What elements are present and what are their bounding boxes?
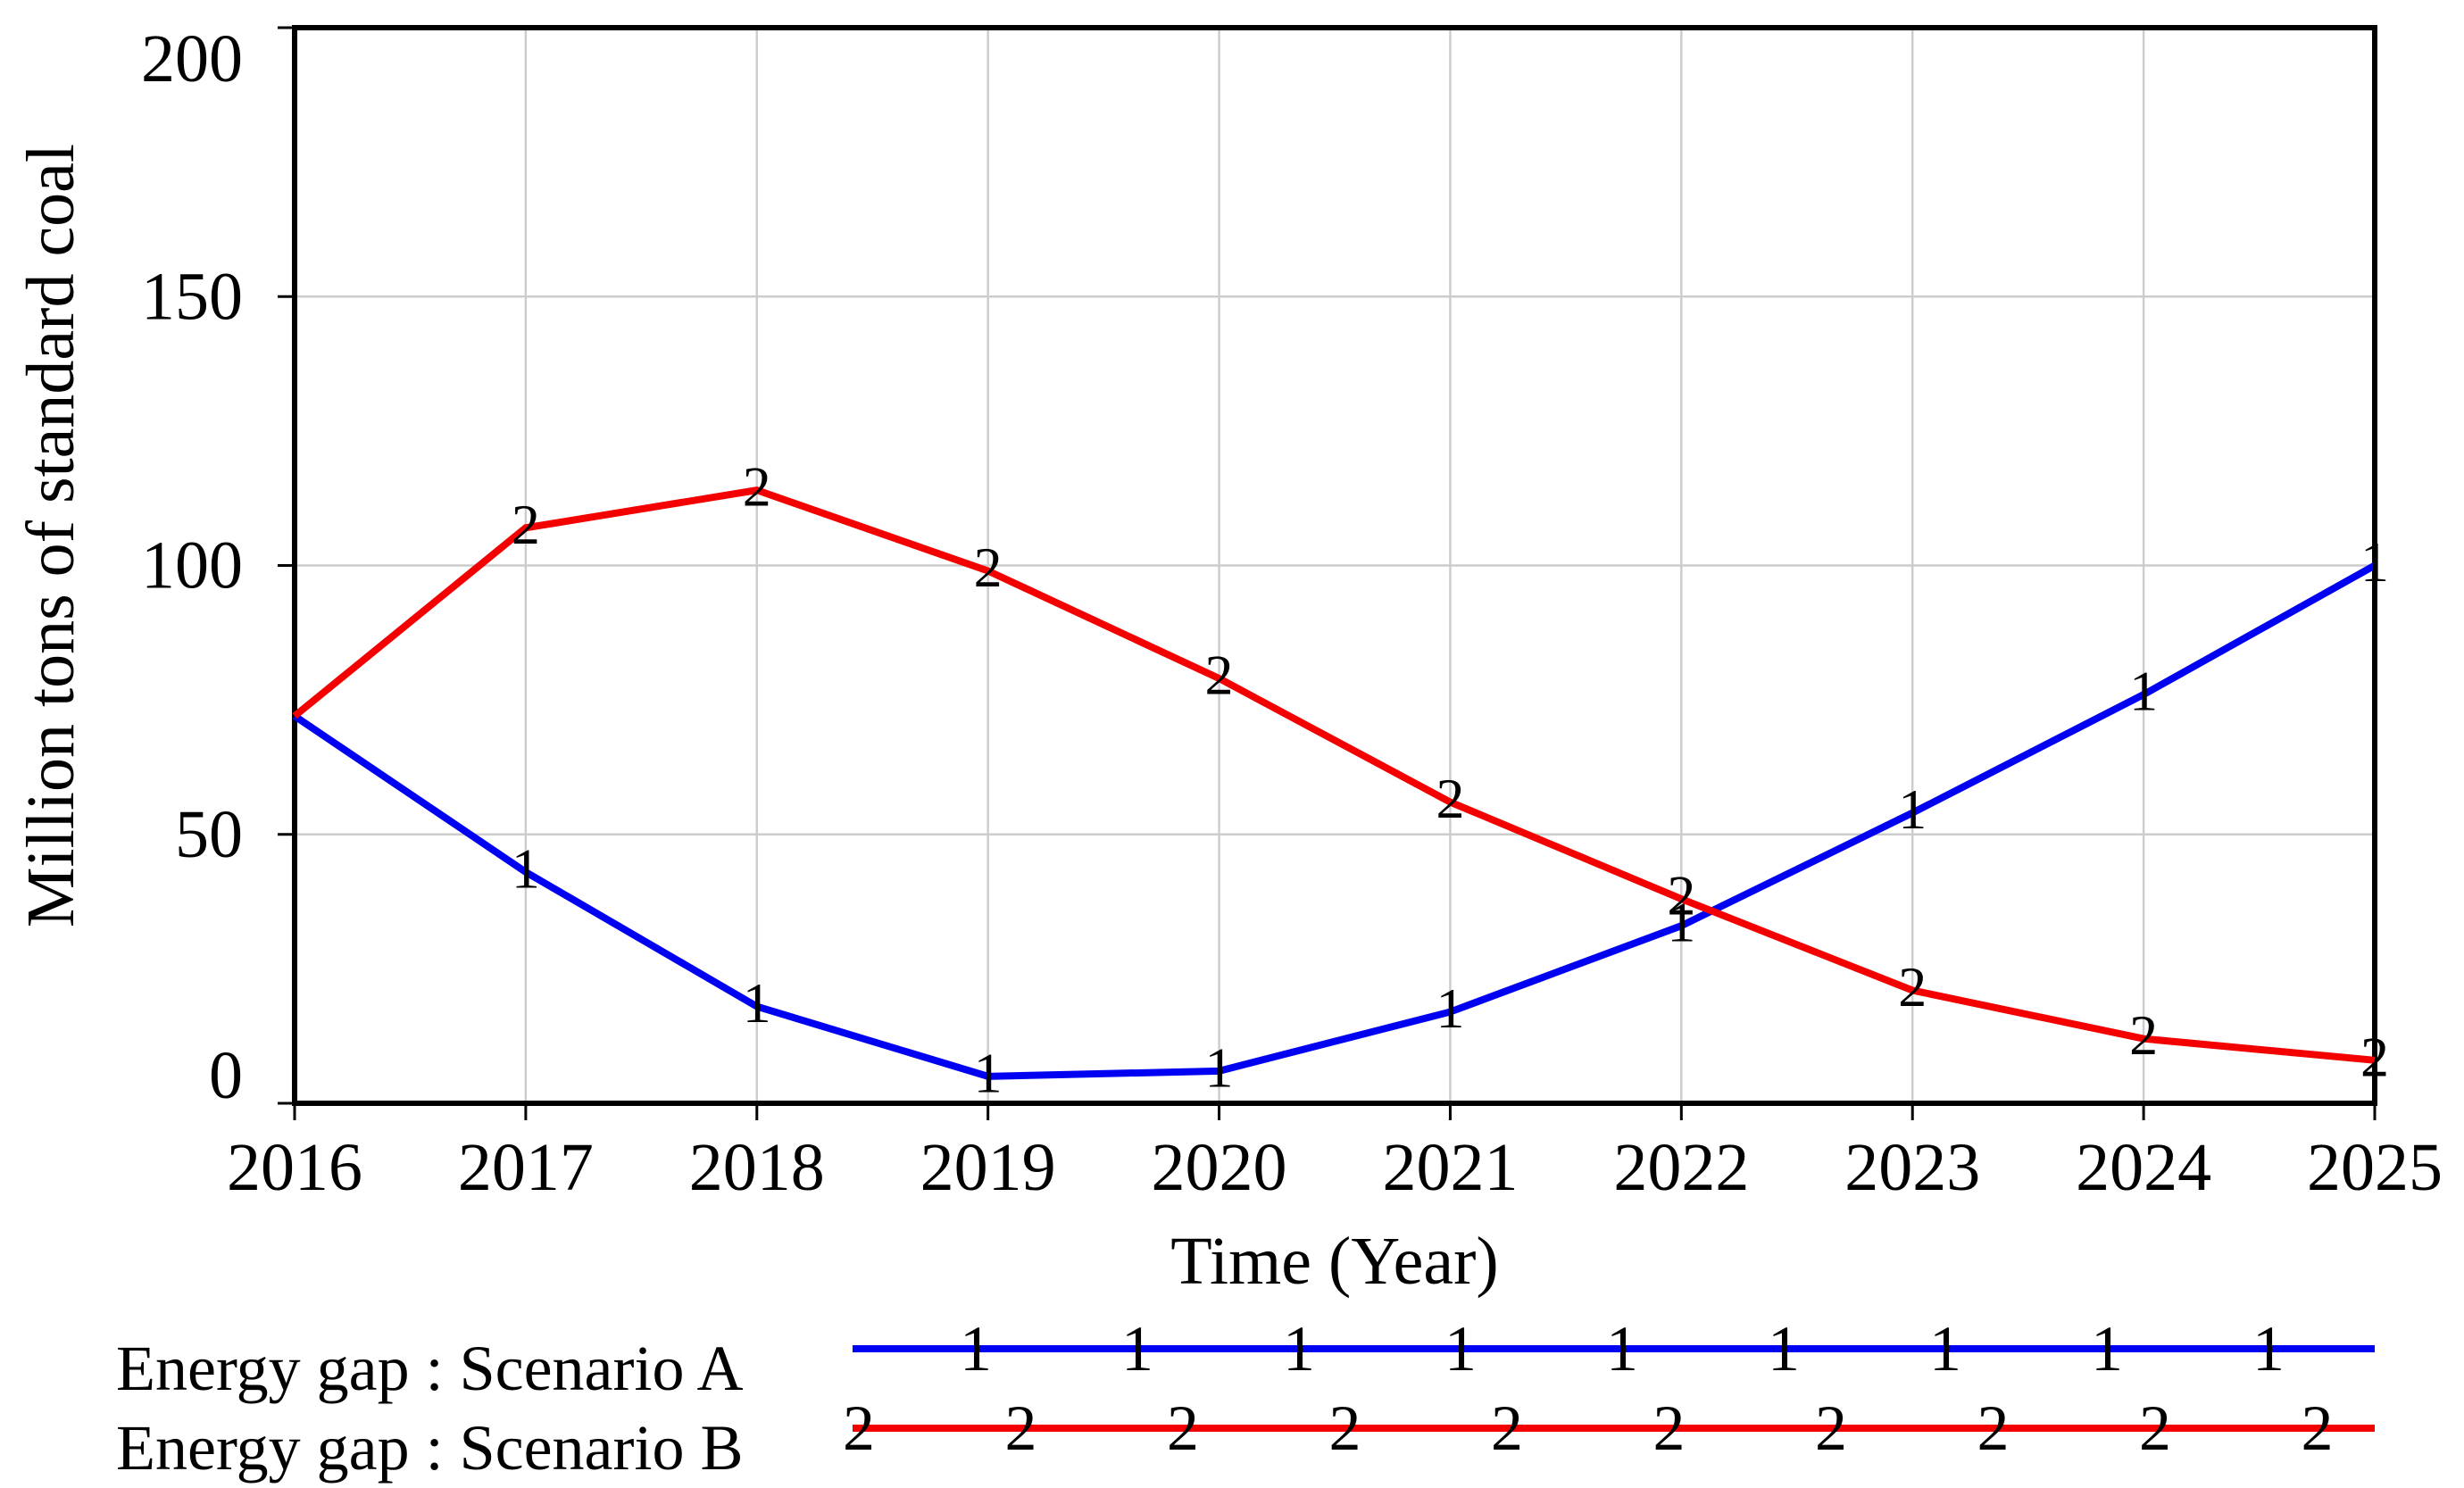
data-point-marker-2: 2 <box>2360 1025 2389 1088</box>
gridlines <box>295 28 2375 1103</box>
x-tick-label: 2020 <box>1152 1130 1287 1205</box>
x-tick-label: 2017 <box>458 1130 594 1205</box>
x-tick-label: 2019 <box>920 1130 1056 1205</box>
legend-key-lines: 1 1 1 1 1 1 1 1 12 2 2 2 2 2 2 2 2 2 <box>843 1313 2375 1464</box>
legend-marker-2: 2 <box>1329 1392 1361 1464</box>
legend-marker-2: 2 <box>2302 1392 2334 1464</box>
legend-label-scenario-a: Energy gap : Scenario A <box>116 1333 744 1404</box>
data-point-marker-2: 2 <box>512 493 540 556</box>
series-line-b <box>292 486 2376 1064</box>
x-tick-label: 2018 <box>689 1130 825 1205</box>
legend-marker-2: 2 <box>1977 1392 2010 1464</box>
x-tick-label: 2024 <box>2076 1130 2211 1205</box>
data-point-marker-2: 2 <box>1436 767 1464 830</box>
legend-marker-2: 2 <box>843 1392 875 1464</box>
data-point-marker-2: 2 <box>974 536 1003 599</box>
legend-marker-2: 2 <box>1815 1392 1847 1464</box>
y-tick-label: 200 <box>141 21 243 96</box>
legend-marker-2: 2 <box>1491 1392 1523 1464</box>
legend-marker-2: 2 <box>1167 1392 1199 1464</box>
y-tick-label: 0 <box>209 1038 243 1113</box>
data-point-marker-1: 1 <box>2360 530 2389 594</box>
y-axis-title: Million tons of standard coal <box>13 144 88 927</box>
legend: Energy gap : Scenario A Energy gap : Sce… <box>116 1313 2375 1484</box>
data-point-marker-1: 1 <box>512 836 540 900</box>
legend-marker-1: 1 <box>2091 1313 2123 1384</box>
legend-marker-2: 2 <box>1005 1392 1037 1464</box>
legend-marker-1: 1 <box>1768 1313 1800 1384</box>
data-point-marker-2: 2 <box>2129 1003 2158 1067</box>
x-tick-label: 2021 <box>1382 1130 1518 1205</box>
y-tick-label: 150 <box>141 259 243 334</box>
data-point-marker-2: 2 <box>743 455 771 519</box>
x-tick-label: 2016 <box>227 1130 362 1205</box>
series-line-a <box>292 562 2377 1080</box>
x-tick-label: 2022 <box>1613 1130 1749 1205</box>
legend-label-scenario-b: Energy gap : Scenario B <box>116 1412 744 1484</box>
y-tick-label: 100 <box>141 528 243 603</box>
data-point-marker-2: 2 <box>1205 644 1234 707</box>
data-point-marker-1: 1 <box>974 1041 1003 1104</box>
axis-ticks <box>278 26 2377 1120</box>
x-tick-label: 2025 <box>2307 1130 2443 1205</box>
legend-marker-1: 1 <box>1606 1313 1638 1384</box>
legend-marker-1: 1 <box>1121 1313 1153 1384</box>
legend-marker-1: 1 <box>1444 1313 1477 1384</box>
x-tick-label: 2023 <box>1844 1130 1980 1205</box>
x-axis-title: Time (Year) <box>1170 1224 1498 1299</box>
legend-marker-1: 1 <box>1283 1313 1315 1384</box>
data-point-marker-2: 2 <box>1898 955 1927 1018</box>
data-point-marker-2: 2 <box>1667 864 1695 927</box>
legend-marker-2: 2 <box>1653 1392 1686 1464</box>
legend-marker-2: 2 <box>2139 1392 2171 1464</box>
legend-marker-1: 1 <box>960 1313 992 1384</box>
data-point-marker-1: 1 <box>1205 1035 1234 1099</box>
data-point-marker-1: 1 <box>2129 660 2158 723</box>
legend-marker-1: 1 <box>1929 1313 1961 1384</box>
y-tick-label: 50 <box>175 797 243 872</box>
axis-tick-labels: 2016 2017 2018 2019 2020 2021 2022 2023 2024 2025… <box>141 21 2443 1205</box>
data-point-marker-1: 1 <box>1898 777 1927 841</box>
legend-marker-1: 1 <box>2252 1313 2285 1384</box>
data-point-marker-1: 1 <box>743 971 771 1035</box>
data-point-marker-1: 1 <box>1436 977 1464 1040</box>
